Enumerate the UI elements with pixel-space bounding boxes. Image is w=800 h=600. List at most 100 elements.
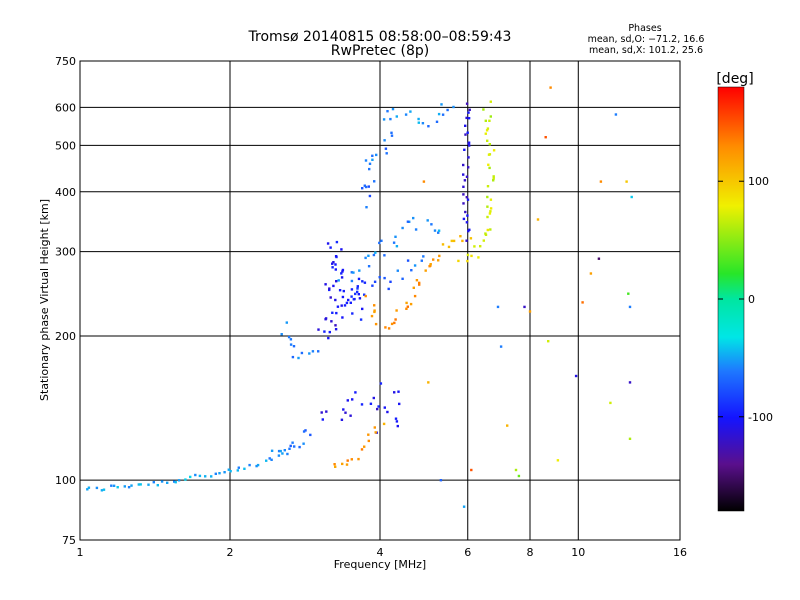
echo-point (350, 458, 353, 461)
colorbar-ticks: 100 0 -100 (718, 175, 773, 424)
echo-point (394, 235, 397, 238)
echo-point (379, 382, 383, 385)
echo-point (350, 271, 353, 274)
echo-point (468, 144, 471, 147)
echo-point (236, 469, 239, 472)
echo-point (374, 431, 377, 434)
echo-point (371, 158, 374, 161)
echo-point (350, 288, 354, 291)
echo-point (361, 280, 364, 283)
echo-point (382, 422, 386, 426)
echo-point (484, 119, 487, 122)
echo-point (464, 210, 467, 214)
echo-point (328, 330, 331, 334)
echo-point (86, 488, 89, 491)
echo-point (482, 108, 485, 111)
echo-point (332, 261, 335, 264)
echo-point (488, 166, 491, 170)
echo-point (427, 381, 430, 384)
echo-point (424, 269, 427, 272)
echo-point (466, 253, 470, 257)
echo-point (489, 210, 492, 213)
echo-point (340, 272, 343, 275)
x-axis-ticks: 1 2 4 6 8 10 16 (77, 546, 688, 559)
echo-point (354, 292, 357, 296)
echo-point (517, 474, 521, 478)
echo-point (462, 185, 465, 188)
echo-point (499, 345, 503, 348)
echo-point (450, 239, 453, 243)
echo-point (466, 214, 469, 217)
echo-point (441, 113, 445, 116)
y-axis-ticks: 75 100 200 300 400 500 600 750 (55, 55, 76, 547)
echo-point (438, 254, 441, 258)
echo-point (223, 471, 226, 474)
echo-point (441, 243, 445, 246)
echo-point (370, 314, 374, 318)
echo-point (467, 156, 470, 159)
echo-point (466, 259, 469, 263)
echo-point (462, 202, 465, 205)
echo-point (256, 463, 260, 467)
echo-point (463, 148, 466, 151)
echo-point (437, 112, 441, 116)
echo-point (340, 418, 344, 421)
echo-point (356, 285, 359, 288)
echo-point (342, 408, 345, 411)
echo-point (486, 139, 489, 142)
colorbar-tick-label: 100 (748, 175, 769, 188)
echo-point (291, 441, 294, 444)
echo-point (166, 481, 169, 484)
echo-point (334, 255, 338, 258)
echo-point (486, 185, 490, 188)
echo-point (486, 127, 490, 130)
echo-point (243, 467, 246, 470)
echo-point (506, 424, 509, 427)
echo-point (417, 121, 420, 124)
echo-point (465, 116, 468, 120)
echo-point (470, 254, 473, 258)
echo-point (160, 480, 164, 483)
echo-point (387, 327, 391, 330)
echo-point (229, 470, 232, 473)
echo-point (375, 153, 378, 157)
y-tick-label: 75 (62, 534, 76, 547)
echo-point (467, 166, 470, 169)
echo-point (437, 229, 441, 232)
echo-point (389, 280, 392, 283)
echo-point (363, 281, 367, 284)
echo-point (465, 196, 468, 199)
echo-point (333, 463, 336, 466)
echo-point (374, 251, 377, 254)
echo-point (410, 269, 413, 272)
echo-point (406, 305, 409, 308)
echo-point (364, 159, 368, 162)
echo-point (405, 307, 408, 310)
colorbar-label: [deg] (716, 71, 753, 87)
echo-point (492, 175, 495, 178)
echo-point (359, 318, 363, 321)
y-axis-label: Stationary phase Virtual Height [km] (38, 199, 51, 401)
echo-point (336, 305, 340, 308)
echo-point (341, 316, 344, 319)
echo-point (414, 228, 418, 231)
echo-point (367, 433, 370, 436)
echo-point (452, 239, 456, 243)
echo-point (127, 486, 131, 489)
echo-point (589, 272, 593, 275)
echo-point (630, 195, 633, 199)
echo-point (398, 402, 401, 406)
echo-point (360, 448, 364, 451)
echo-point (599, 180, 603, 183)
echo-point (462, 173, 465, 176)
echo-point (390, 322, 394, 326)
echo-point (413, 264, 417, 267)
echo-point (409, 302, 413, 306)
echo-point (329, 246, 332, 249)
echo-point (321, 418, 324, 421)
echo-point (408, 220, 411, 223)
echo-point (87, 486, 91, 489)
echo-point (334, 298, 337, 302)
echo-point (330, 320, 333, 323)
echo-point (270, 449, 274, 452)
